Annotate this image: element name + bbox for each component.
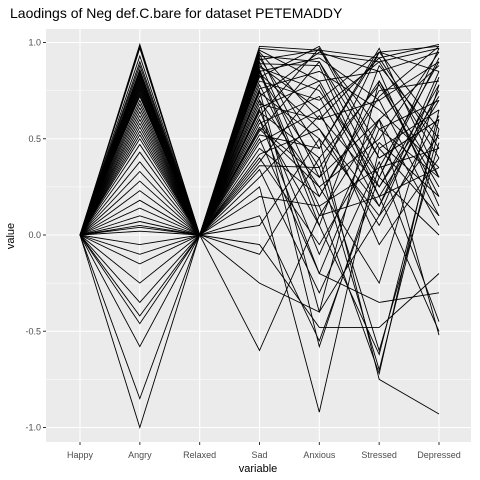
series-line <box>79 84 440 317</box>
series-line <box>79 99 440 275</box>
series-line <box>79 47 440 236</box>
series-line <box>79 89 440 325</box>
series-line <box>79 79 440 313</box>
x-axis-label: variable <box>239 463 278 475</box>
chart-title: Laodings of Neg def.C.bare for dataset P… <box>10 5 343 21</box>
series-line <box>79 142 440 353</box>
x-axis-ticks: Happy Angry Relaxed Sad Anxious Stressed Depre… <box>67 442 461 460</box>
series-line <box>79 234 440 328</box>
x-tick-label: Relaxed <box>183 450 216 460</box>
series-line <box>79 84 440 237</box>
series-line <box>79 118 440 304</box>
x-tick-label: Happy <box>67 450 94 460</box>
y-tick-label: 1.0 <box>28 38 41 48</box>
series-line <box>79 71 440 236</box>
x-tick-label: Depressed <box>417 450 461 460</box>
series-line <box>79 160 440 322</box>
series-line <box>79 141 440 246</box>
series-line <box>79 60 440 237</box>
series-lines <box>79 42 440 430</box>
series-line <box>79 70 440 400</box>
y-tick-label: -0.5 <box>25 326 41 336</box>
y-axis-ticks: -1.0 -0.5 0.0 0.5 1.0 <box>25 38 46 433</box>
series-line <box>79 45 440 236</box>
series-line <box>79 84 440 236</box>
series-line <box>79 115 440 236</box>
series-line <box>79 109 440 246</box>
x-tick-label: Angry <box>128 450 152 460</box>
y-axis-label: value <box>5 223 17 249</box>
series-line <box>79 147 440 413</box>
series-line <box>79 61 440 237</box>
series-line <box>79 109 440 376</box>
series-line <box>79 176 440 343</box>
y-tick-label: 0.5 <box>28 134 41 144</box>
y-tick-label: 0.0 <box>28 230 41 240</box>
y-tick-label: -1.0 <box>25 423 41 433</box>
series-line <box>79 51 440 237</box>
series-line <box>79 195 440 352</box>
series-line <box>79 57 440 237</box>
series-line <box>79 108 440 348</box>
series-line <box>79 137 440 415</box>
series-line <box>79 128 440 372</box>
series-line <box>79 98 440 430</box>
x-tick-label: Sad <box>251 450 267 460</box>
x-tick-label: Stressed <box>361 450 397 460</box>
series-line <box>79 47 440 236</box>
series-line <box>79 51 440 237</box>
series-line <box>79 70 440 237</box>
x-tick-label: Anxious <box>303 450 336 460</box>
